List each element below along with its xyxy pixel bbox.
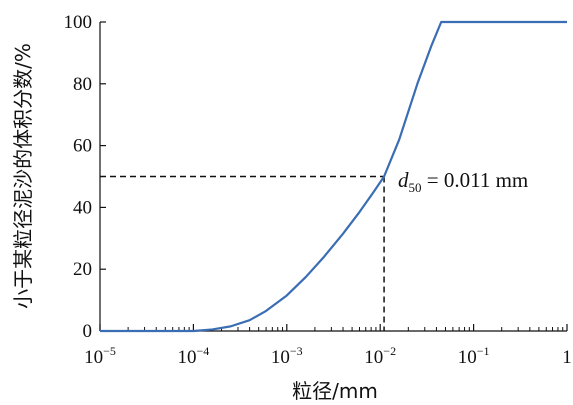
series-line (100, 20, 567, 333)
x-tick-label: 10−2 (364, 344, 396, 368)
y-tick-label: 40 (73, 197, 92, 218)
x-tick-label: 10−3 (271, 344, 303, 368)
y-tick-label: 100 (64, 12, 93, 33)
x-tick-label: 10−4 (178, 344, 210, 368)
x-tick-label: 1 (562, 347, 572, 368)
x-axis-title: 粒径/mm (292, 379, 378, 403)
y-axis-title: 小于某粒径泥沙的体积分数/% (11, 43, 35, 309)
y-tick-label: 80 (73, 74, 92, 95)
x-tick-label: 10−5 (84, 344, 116, 368)
y-tick-label: 0 (83, 321, 93, 342)
y-tick-label: 20 (73, 259, 92, 280)
d50-annotation: d50 = 0.011 mm (398, 168, 528, 195)
x-tick-label: 10−1 (458, 344, 490, 368)
y-tick-label: 60 (73, 136, 92, 157)
